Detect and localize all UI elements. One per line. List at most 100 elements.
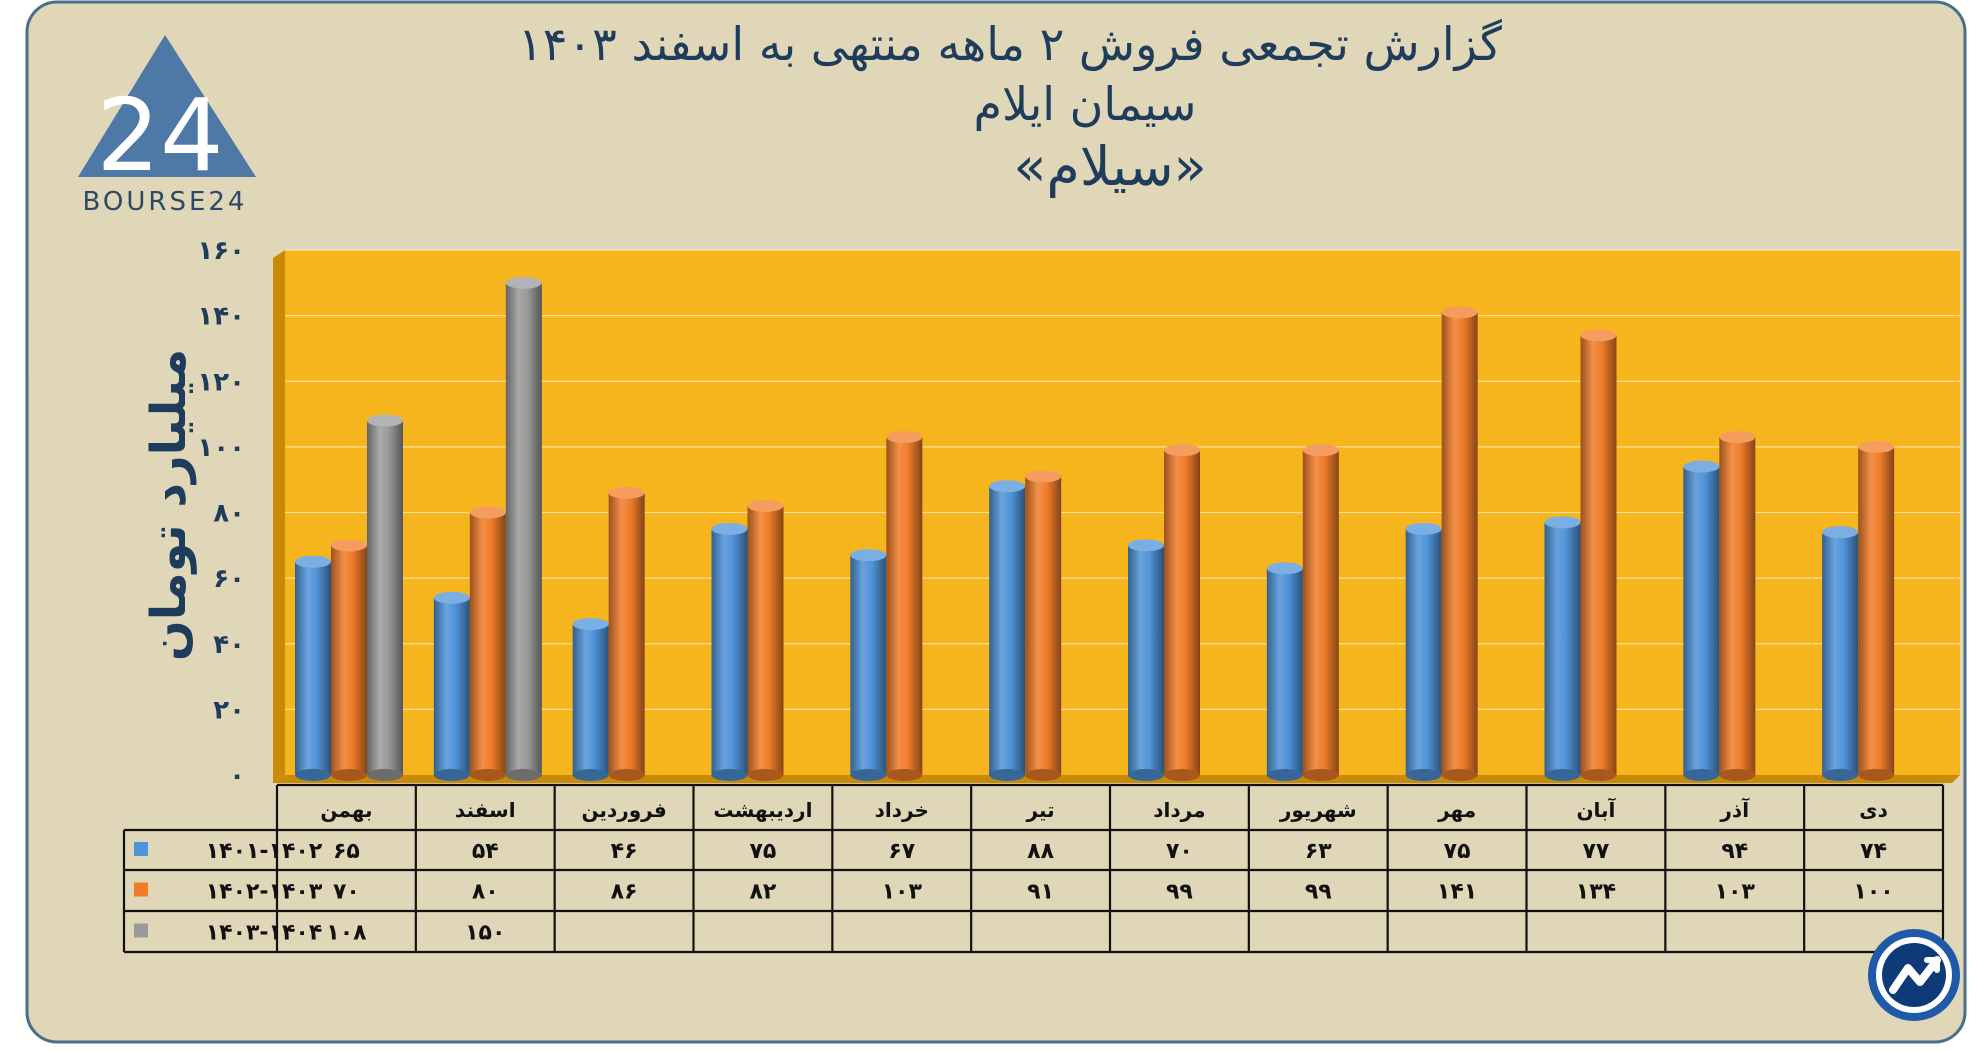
bar	[1302, 444, 1339, 781]
bar-body	[1580, 335, 1617, 775]
data-label: ۵۴	[472, 839, 499, 864]
data-label: ۱۰۳	[1715, 880, 1756, 905]
bar-top	[1544, 516, 1581, 529]
y-tick-label: ۸۰	[213, 499, 245, 529]
category-label: دی	[1859, 798, 1888, 822]
bar-base	[711, 769, 748, 781]
legend-swatch	[134, 842, 148, 856]
bar	[711, 522, 748, 781]
bar-body	[1858, 446, 1895, 775]
bar-base	[850, 769, 887, 781]
bar-top	[1266, 562, 1303, 575]
bar-body	[747, 505, 784, 775]
bar	[989, 480, 1026, 781]
bar-top	[1164, 444, 1200, 457]
bar	[1858, 440, 1895, 781]
data-table: بهمن اسفند فروردین اردیبهشت خرداد تیر مرداد شهر…	[122, 783, 1945, 954]
y-axis: ۰ ۲۰ ۴۰ ۶۰ ۸۰ ۱۰۰ ۱۲۰ ۱۴۰ ۱۶۰	[197, 236, 245, 791]
y-tick-label: ۲۰	[213, 695, 245, 725]
bar-top	[433, 591, 470, 604]
bar-base	[1822, 769, 1859, 781]
bar-body	[1683, 466, 1720, 775]
bourse24-logo: 24 BOURSE24	[78, 35, 256, 217]
legend-swatch	[134, 882, 148, 897]
bar	[747, 499, 784, 781]
data-label: ۸۰	[472, 880, 499, 905]
plot-floor	[273, 775, 1960, 783]
bar	[1266, 562, 1303, 781]
bar-base	[505, 769, 542, 781]
bar-base	[331, 769, 367, 781]
data-label: ۶۳	[1305, 839, 1332, 864]
plot-side-wall	[273, 250, 285, 783]
bar	[367, 414, 403, 781]
bar-body	[989, 486, 1026, 775]
bar-base	[1128, 769, 1164, 781]
bar	[1405, 522, 1442, 781]
bar-top	[1441, 306, 1478, 319]
bar-body	[1544, 522, 1581, 775]
bar-body	[1302, 450, 1339, 775]
legend-series-name: ۱۴۰۲-۱۴۰۳	[206, 880, 323, 905]
bar-top	[1128, 539, 1164, 552]
category-label: اسفند	[455, 798, 516, 822]
category-label: اردیبهشت	[713, 798, 812, 822]
bar	[1128, 539, 1164, 781]
bar-body	[1441, 312, 1478, 775]
bar-body	[1128, 545, 1164, 775]
bar-top	[469, 506, 506, 519]
bar-body	[711, 528, 748, 775]
bar-body	[850, 555, 887, 775]
bar-base	[1719, 769, 1756, 781]
bar-base	[295, 769, 331, 781]
category-label: مهر	[1437, 798, 1476, 822]
chart-subtitle: سیمان ایلام	[974, 77, 1197, 131]
data-label: ۷۵	[1444, 839, 1471, 864]
bar-body	[1266, 568, 1303, 775]
bars	[295, 276, 1895, 781]
bar-base	[608, 769, 645, 781]
bar	[1580, 329, 1617, 781]
category-label: خرداد	[875, 798, 929, 822]
data-label: ۷۷	[1582, 839, 1609, 864]
bar	[608, 486, 645, 781]
bar-base	[989, 769, 1026, 781]
category-label: آبان	[1576, 797, 1616, 822]
bar-body	[331, 545, 367, 775]
data-label: ۹۴	[1721, 839, 1748, 864]
bar-body	[1405, 528, 1442, 775]
bar-base	[1302, 769, 1339, 781]
data-label: ۱۵۰	[465, 921, 505, 946]
data-label: ۱۰۸	[326, 921, 367, 946]
bar-base	[1544, 769, 1581, 781]
bar-body	[367, 420, 403, 775]
data-label: ۸۸	[1027, 839, 1054, 864]
data-label: ۷۰	[333, 880, 360, 905]
category-label: فروردین	[581, 798, 666, 822]
y-tick-label: ۶۰	[213, 564, 245, 594]
bar-body	[608, 492, 645, 775]
bar-body	[433, 597, 470, 775]
bar	[1025, 470, 1062, 781]
bar-top	[367, 414, 403, 427]
data-label: ۱۰۳	[882, 880, 923, 905]
bar-top	[1822, 526, 1859, 539]
data-label: ۱۳۴	[1576, 880, 1616, 905]
bar-body	[505, 282, 542, 775]
data-label: ۶۵	[333, 839, 360, 864]
bar-base	[1683, 769, 1720, 781]
y-tick-label: ۱۰۰	[197, 433, 245, 463]
bar	[572, 618, 609, 781]
data-label: ۹۱	[1027, 880, 1054, 905]
bar-top	[747, 499, 784, 512]
bar-top	[989, 480, 1026, 493]
category-label: تیر	[1026, 798, 1055, 822]
bar-body	[1822, 532, 1859, 775]
data-label: ۷۴	[1860, 839, 1887, 864]
bar-top	[331, 539, 367, 552]
bar	[295, 555, 331, 781]
bar-body	[1025, 476, 1062, 775]
bar	[886, 431, 923, 781]
bar-base	[1858, 769, 1895, 781]
